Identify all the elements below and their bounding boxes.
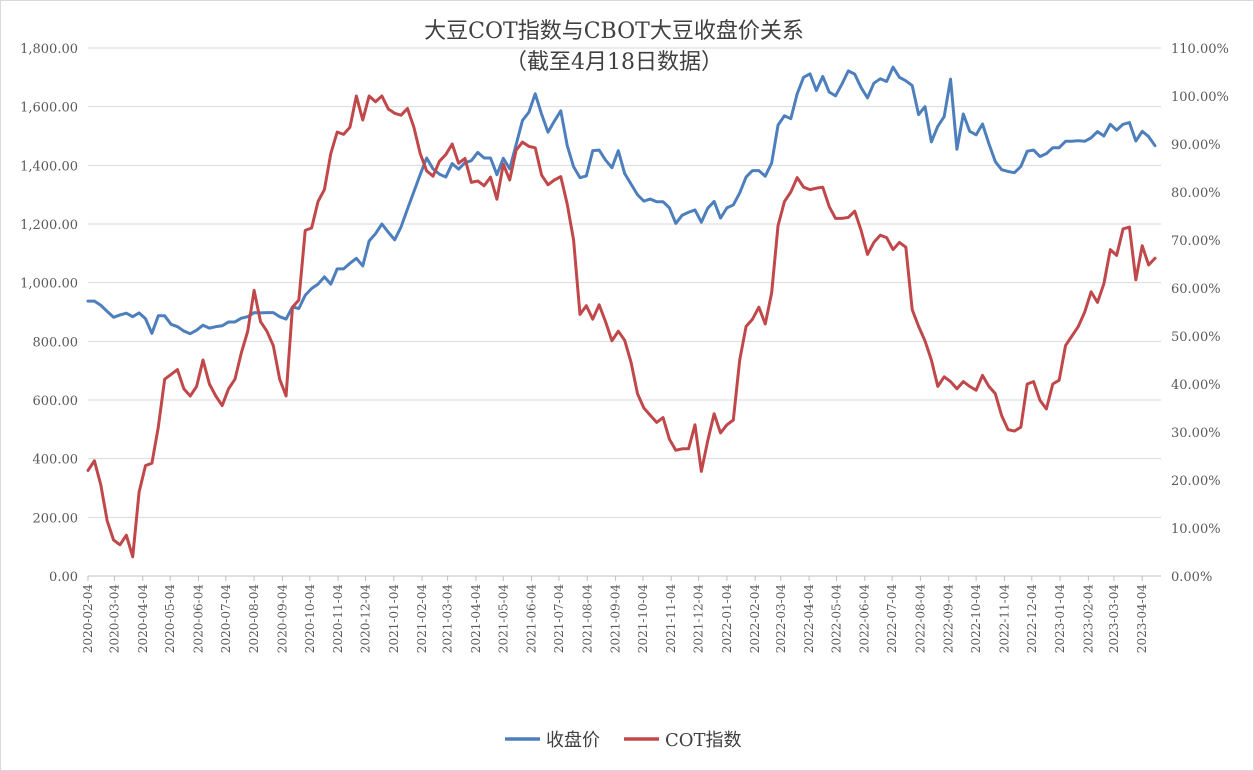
x-tick-label: 2021-04-04 [469, 584, 483, 654]
y-right-tick-label: 70.00% [1171, 234, 1221, 249]
x-tick-label: 2021-02-04 [415, 584, 429, 654]
x-tick-label: 2023-01-04 [1053, 584, 1067, 654]
y-right-tick-label: 0.00% [1171, 570, 1212, 585]
y-left-tick-label: 400.00 [33, 453, 79, 468]
x-tick-label: 2021-06-04 [525, 584, 539, 654]
x-tick-label: 2021-09-04 [609, 584, 623, 654]
x-tick-label: 2022-11-04 [997, 584, 1011, 654]
y-left-tick-label: 0.00 [49, 570, 78, 585]
x-tick-label: 2020-07-04 [219, 584, 233, 654]
x-tick-label: 2022-01-04 [720, 584, 734, 654]
series-layer [86, 65, 1157, 559]
x-tick-label: 2020-05-04 [163, 584, 177, 654]
x-tick-label: 2022-12-04 [1025, 584, 1039, 654]
y-right-tick-label: 60.00% [1171, 282, 1221, 297]
legend-label-close-price: 收盘价 [546, 730, 600, 751]
x-tick-label: 2020-04-04 [136, 584, 150, 654]
y-right-tick-label: 40.00% [1171, 378, 1221, 393]
y-left-tick-label: 1,600.00 [20, 101, 78, 116]
x-tick-label: 2020-11-04 [331, 584, 345, 654]
y-right-tick-label: 80.00% [1171, 186, 1221, 201]
x-tick-label: 2021-01-04 [387, 584, 401, 654]
left-y-axis: 0.00 200.00 400.00 600.00 800.00 1,000.00 1,20… [20, 42, 78, 585]
x-tick-label: 2020-08-04 [247, 584, 261, 654]
y-left-tick-label: 200.00 [33, 511, 79, 526]
y-left-tick-label: 600.00 [33, 394, 79, 409]
chart-subtitle: （截至4月18日数据） [505, 50, 723, 75]
x-tick-label: 2022-05-04 [829, 584, 843, 654]
y-right-tick-label: 110.00% [1171, 42, 1229, 57]
legend-label-cot-index: COT指数 [665, 730, 742, 751]
x-tick-label: 2023-02-04 [1081, 584, 1095, 654]
x-tick-label: 2023-04-04 [1135, 584, 1149, 654]
gridlines [88, 47, 1161, 577]
y-right-tick-label: 20.00% [1171, 474, 1221, 489]
x-tick-label: 2020-09-04 [275, 584, 289, 654]
series-line-close-price [86, 65, 1157, 336]
y-left-tick-label: 1,400.00 [20, 159, 78, 174]
y-left-tick-label: 1,800.00 [20, 42, 78, 57]
x-tick-label: 2020-12-04 [358, 584, 372, 654]
x-tick-label: 2022-09-04 [942, 584, 956, 654]
y-right-tick-label: 100.00% [1171, 90, 1229, 105]
x-tick-label: 2020-02-04 [81, 584, 95, 654]
x-tick-label: 2020-10-04 [303, 584, 317, 654]
y-right-tick-label: 30.00% [1171, 426, 1221, 441]
x-tick-label: 2020-06-04 [191, 584, 205, 654]
x-tick-label: 2022-04-04 [802, 584, 816, 654]
chart-title: 大豆COT指数与CBOT大豆收盘价关系 [424, 19, 804, 44]
y-left-tick-label: 1,200.00 [20, 218, 78, 233]
series-line-cot-index [86, 94, 1157, 559]
legend: 收盘价 COT指数 [505, 730, 742, 751]
x-tick-label: 2021-08-04 [580, 584, 594, 654]
x-axis: 2020-02-04 2020-03-04 2020-04-04 2020-05-04… [81, 576, 1149, 653]
x-tick-label: 2021-12-04 [692, 584, 706, 654]
y-left-tick-label: 800.00 [33, 335, 79, 350]
x-tick-label: 2022-03-04 [774, 584, 788, 654]
x-tick-label: 2022-07-04 [885, 584, 899, 654]
x-tick-label: 2022-08-04 [913, 584, 927, 654]
y-right-tick-label: 90.00% [1171, 138, 1221, 153]
x-tick-label: 2021-10-04 [636, 584, 650, 654]
right-y-axis: 0.00% 10.00% 20.00% 30.00% 40.00% 50.00% 60.00… [1171, 42, 1229, 585]
x-tick-label: 2021-03-04 [441, 584, 455, 654]
x-tick-label: 2023-03-04 [1107, 584, 1121, 654]
x-tick-label: 2022-02-04 [748, 584, 762, 654]
x-tick-label: 2021-11-04 [664, 584, 678, 654]
y-right-tick-label: 10.00% [1171, 522, 1221, 537]
x-tick-label: 2020-03-04 [107, 584, 121, 654]
x-tick-label: 2021-07-04 [552, 584, 566, 654]
x-tick-label: 2022-10-04 [969, 584, 983, 654]
x-tick-label: 2022-06-04 [858, 584, 872, 654]
x-tick-label: 2021-05-04 [496, 584, 510, 654]
y-left-tick-label: 1,000.00 [20, 277, 78, 292]
y-right-tick-label: 50.00% [1171, 330, 1221, 345]
